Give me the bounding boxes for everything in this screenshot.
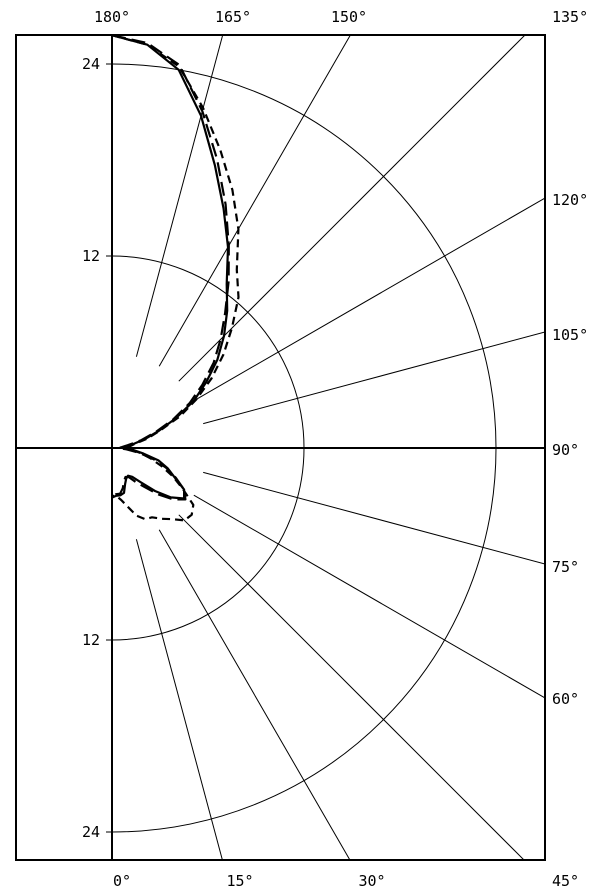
spoke-135 [178, 35, 526, 382]
spoke-30 [158, 529, 351, 860]
angle-label-30: 30° [358, 872, 385, 890]
angle-label-60: 60° [552, 690, 579, 708]
angle-label-45: 45° [552, 872, 579, 890]
angle-label-180: 180° [94, 8, 130, 26]
spoke-75 [203, 471, 545, 565]
spoke-150 [158, 35, 351, 367]
angle-label-75: 75° [552, 558, 579, 576]
angle-label-135: 135° [552, 8, 588, 26]
radial-tick-upper-24: 24 [82, 55, 100, 73]
angle-label-90: 90° [552, 441, 579, 459]
angle-label-0: 0° [113, 872, 131, 890]
radial-tick-lower-12: 12 [82, 631, 100, 649]
series-line-2-dashed [111, 35, 240, 522]
angle-label-105: 105° [552, 326, 588, 344]
radial-tick-upper-12: 12 [82, 247, 100, 265]
angle-label-150: 150° [331, 8, 367, 26]
radial-tick-lower-24: 24 [82, 823, 100, 841]
spoke-120 [193, 197, 545, 402]
spoke-60 [193, 494, 545, 699]
series-line-3-longdash [111, 35, 230, 501]
spoke-45 [178, 514, 525, 860]
angle-label-165: 165° [215, 8, 251, 26]
spoke-105 [203, 331, 545, 425]
angle-label-15: 15° [226, 872, 253, 890]
spoke-165 [135, 35, 224, 357]
angle-label-120: 120° [552, 191, 588, 209]
spoke-15 [135, 539, 223, 860]
